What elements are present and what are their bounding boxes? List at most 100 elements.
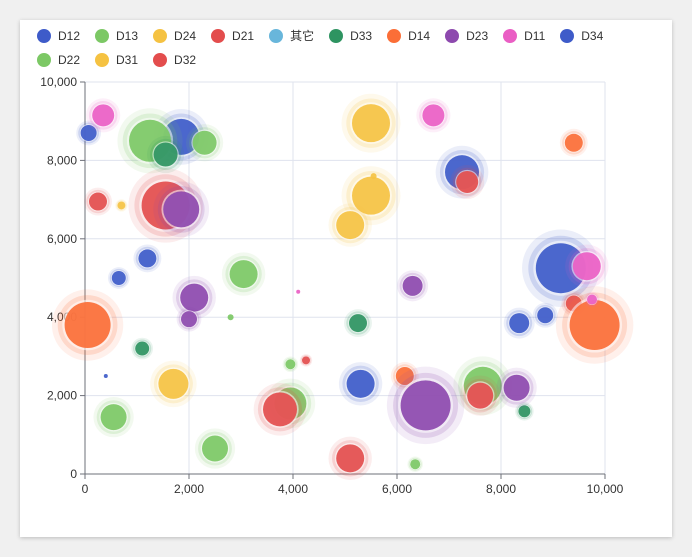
point-D33[interactable]: [344, 309, 372, 338]
point-core: [402, 275, 423, 296]
point-core: [163, 191, 200, 228]
legend-marker: [37, 53, 51, 67]
point-D24[interactable]: [341, 166, 401, 226]
legend-item-12[interactable]: D32: [153, 48, 196, 72]
legend-marker: [95, 29, 110, 43]
legend-item-7[interactable]: D23: [445, 24, 488, 48]
point-D21[interactable]: [299, 354, 313, 367]
legend-item-1[interactable]: D13: [95, 24, 138, 48]
point-D24[interactable]: [341, 93, 401, 153]
point-D11[interactable]: [584, 291, 600, 308]
scatter-chart: 002,0002,0004,0004,0006,0006,0008,0008,0…: [40, 75, 634, 496]
point-D21[interactable]: [460, 375, 501, 416]
point-D12[interactable]: [503, 307, 535, 339]
legend-item-10[interactable]: D22: [37, 48, 80, 72]
point-D23[interactable]: [397, 270, 429, 302]
point-D14[interactable]: [559, 128, 588, 157]
point-D11[interactable]: [86, 98, 121, 133]
point-D14[interactable]: [555, 286, 634, 364]
point-D13[interactable]: [186, 124, 224, 162]
point-core: [103, 374, 108, 378]
point-core: [352, 176, 390, 215]
point-D21[interactable]: [253, 382, 307, 436]
legend-item-3[interactable]: D21: [211, 24, 254, 48]
point-D12[interactable]: [133, 244, 162, 273]
legend-label: D23: [466, 29, 489, 43]
point-D33[interactable]: [131, 337, 154, 360]
point-core: [135, 341, 150, 356]
point-D23[interactable]: [172, 275, 216, 320]
legend-item-5[interactable]: D33: [329, 24, 372, 48]
legend-item-0[interactable]: D12: [37, 24, 80, 48]
point-core: [352, 104, 390, 143]
point-D11[interactable]: [416, 98, 451, 133]
point-D33[interactable]: [515, 401, 534, 421]
chart-legend: D12 D13 D24 D21 其它 D33 D14 D23 D11 D34 D22 D31 D32: [37, 24, 667, 72]
point-D13[interactable]: [93, 397, 134, 438]
point-D23[interactable]: [386, 366, 465, 445]
x-tick-label: 8,000: [486, 482, 516, 496]
point-core: [569, 300, 620, 351]
point-core: [422, 104, 445, 127]
x-tick-label: 0: [82, 482, 89, 496]
point-D12[interactable]: [532, 302, 558, 328]
legend-item-11[interactable]: D31: [95, 48, 138, 72]
legend-item-9[interactable]: D34: [560, 24, 603, 48]
point-core: [180, 283, 209, 312]
point-D33[interactable]: [147, 135, 185, 174]
data-points: [51, 93, 634, 481]
point-D12[interactable]: [103, 374, 108, 378]
point-D24[interactable]: [150, 360, 197, 408]
point-core: [100, 404, 127, 431]
legend-marker: [37, 29, 51, 43]
point-D24[interactable]: [115, 199, 128, 212]
y-tick-label: 2,000: [47, 389, 77, 403]
point-D12[interactable]: [338, 362, 383, 406]
point-D13[interactable]: [407, 456, 423, 472]
point-core: [263, 392, 297, 427]
point-D13[interactable]: [227, 314, 234, 321]
legend-item-8[interactable]: D11: [503, 24, 545, 48]
point-core: [111, 271, 126, 285]
point-D13[interactable]: [194, 428, 236, 469]
point-core: [518, 405, 531, 418]
point-D11[interactable]: [296, 289, 301, 294]
x-tick-label: 4,000: [278, 482, 308, 496]
legend-label: D24: [174, 29, 197, 43]
legend-label: D22: [58, 53, 81, 67]
point-D14[interactable]: [51, 289, 124, 361]
point-core: [138, 249, 157, 268]
point-D23[interactable]: [153, 181, 210, 238]
point-core: [117, 201, 126, 210]
legend-marker: [269, 29, 284, 43]
point-core: [285, 359, 296, 370]
legend-item-2[interactable]: D24: [153, 24, 196, 48]
point-core: [467, 382, 494, 409]
point-D21[interactable]: [328, 436, 372, 481]
legend-marker: [445, 29, 460, 43]
point-core: [202, 435, 228, 462]
point-core: [336, 444, 365, 473]
legend-marker: [153, 29, 168, 43]
point-D24[interactable]: [370, 173, 377, 180]
legend-item-6[interactable]: D14: [387, 24, 430, 48]
point-D12[interactable]: [76, 120, 102, 146]
point-D12[interactable]: [522, 229, 600, 307]
legend-item-4[interactable]: 其它: [269, 24, 314, 48]
point-D24[interactable]: [328, 203, 372, 247]
point-core: [346, 369, 375, 398]
point-D13[interactable]: [221, 252, 266, 296]
point-D23[interactable]: [176, 306, 202, 332]
point-D21[interactable]: [84, 187, 112, 216]
point-core: [537, 307, 554, 324]
point-D23[interactable]: [496, 367, 537, 408]
point-D21[interactable]: [450, 164, 485, 200]
legend-label: D34: [581, 29, 604, 43]
point-D11[interactable]: [565, 244, 609, 288]
point-D12[interactable]: [107, 267, 130, 289]
axes: 002,0002,0004,0004,0006,0006,0008,0008,0…: [40, 75, 623, 496]
legend-label: D11: [524, 29, 546, 43]
legend-marker: [387, 29, 402, 43]
point-D13[interactable]: [282, 356, 299, 372]
legend-label: D31: [116, 53, 139, 67]
